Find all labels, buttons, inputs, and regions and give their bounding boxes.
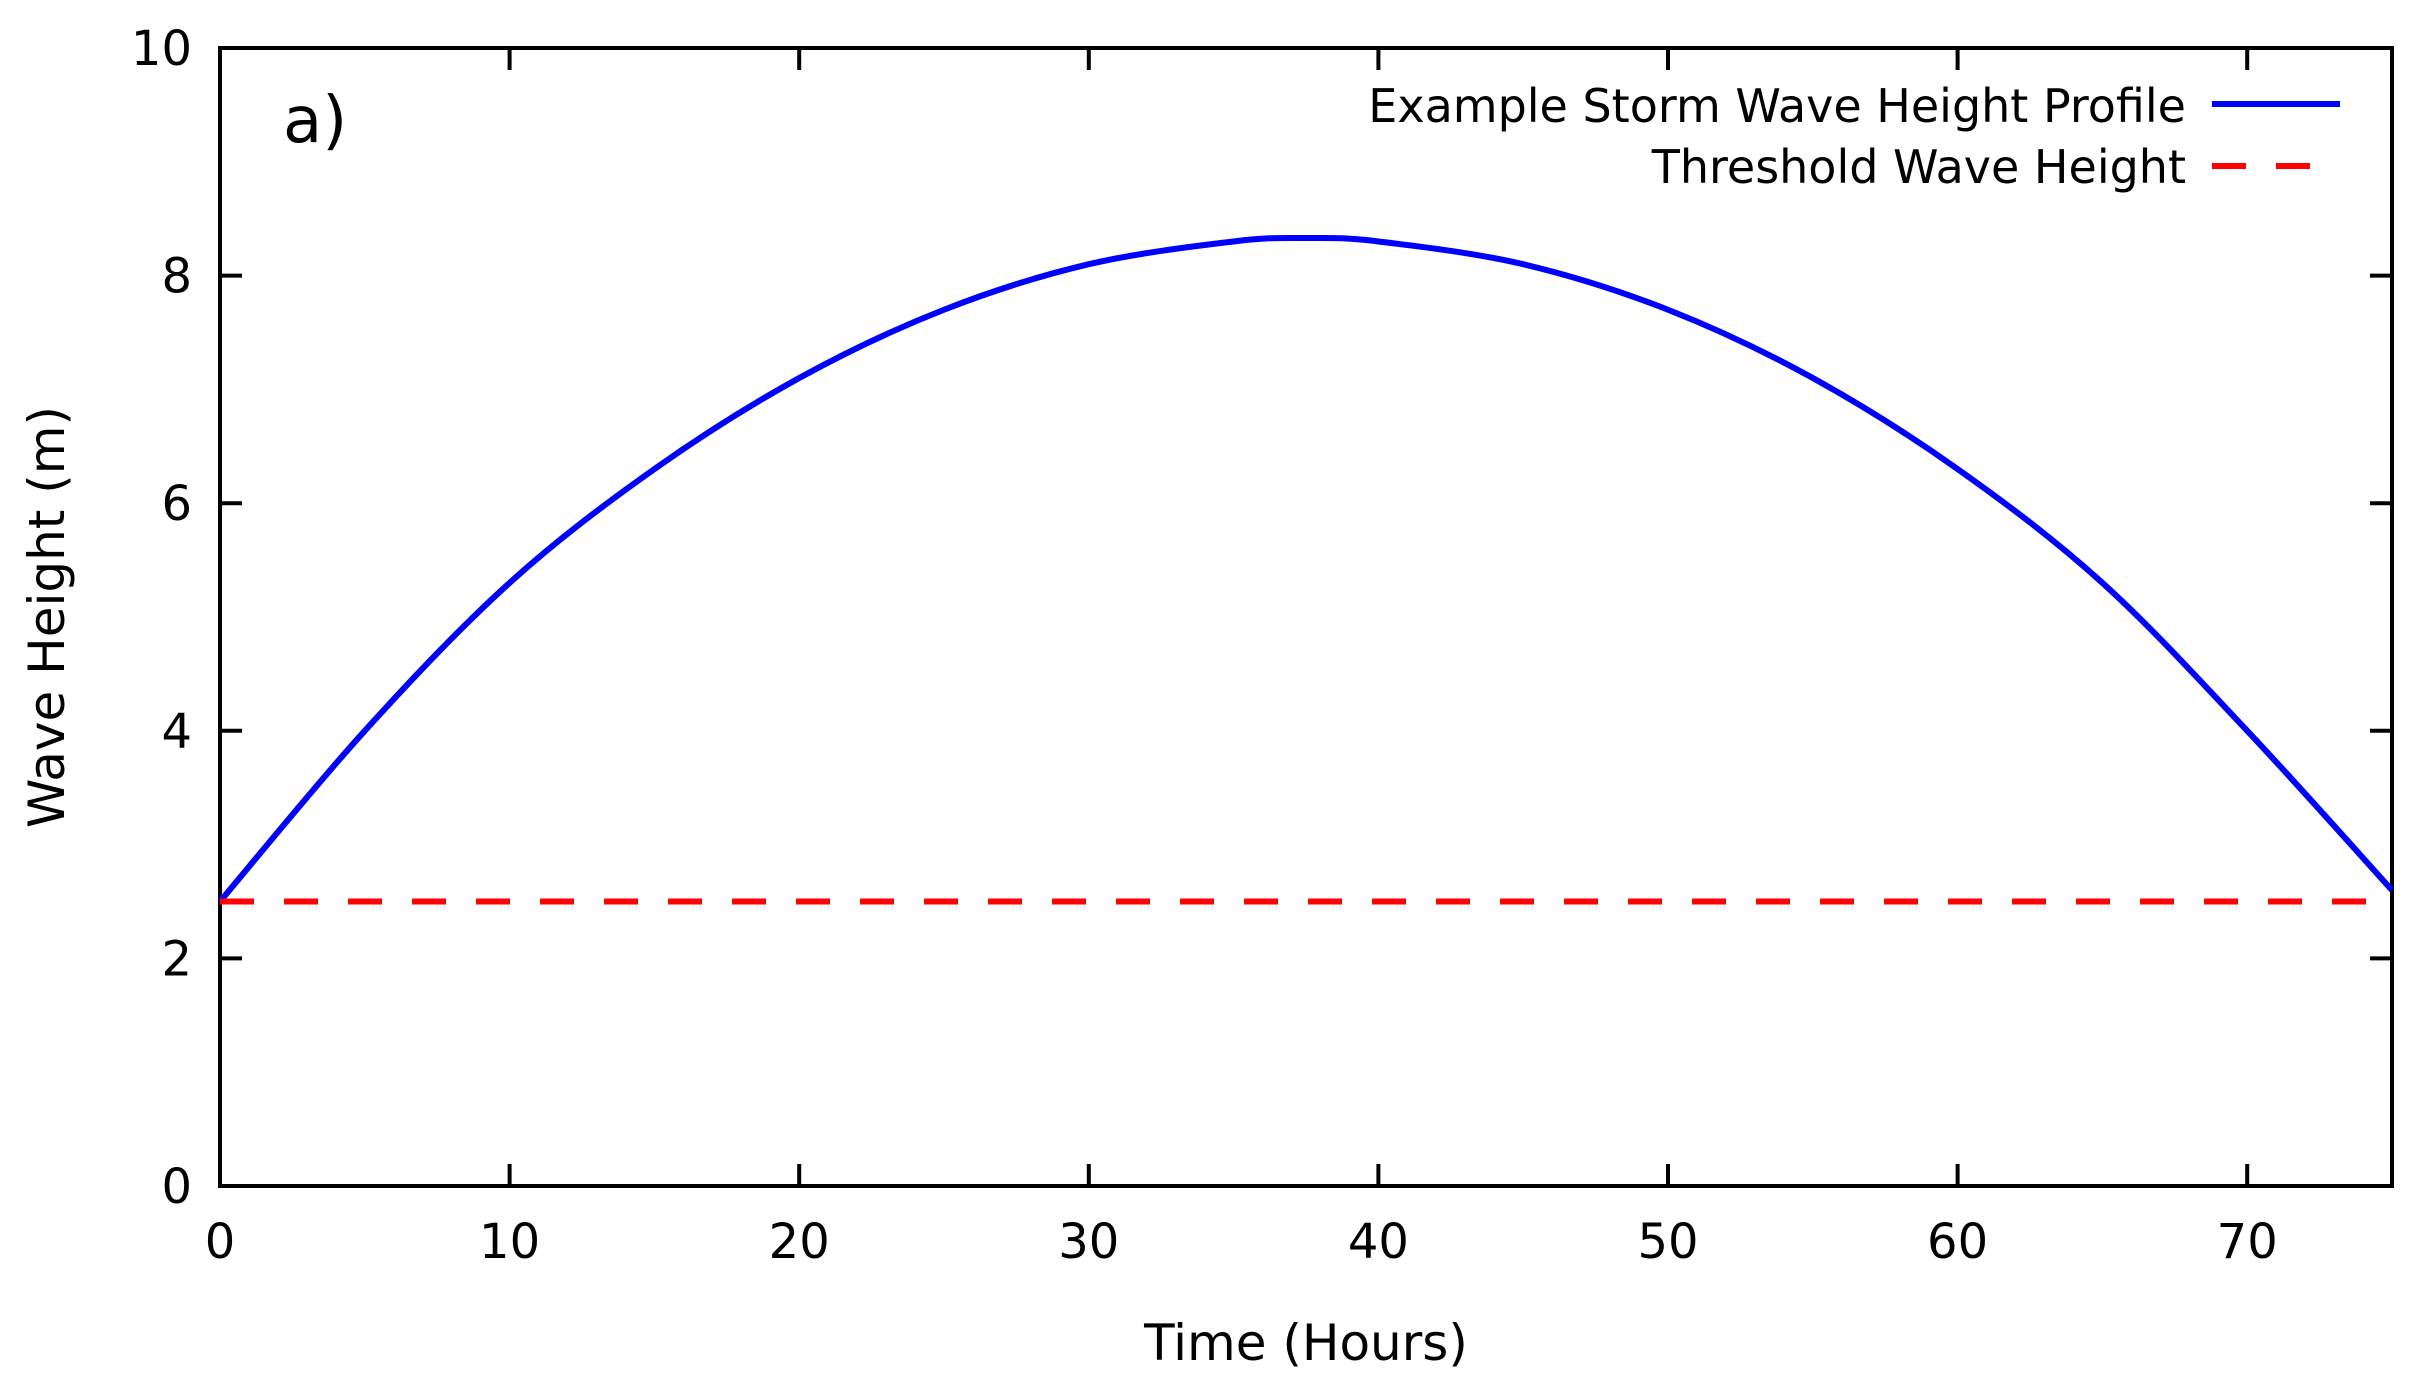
series-layer (217, 234, 2395, 905)
series-line-storm-profile (217, 234, 2395, 904)
x-tick-label-30: 30 (1058, 1214, 1119, 1270)
y-axis-title: Wave Height (m) (18, 406, 76, 828)
panel-label: a) (283, 84, 347, 158)
legend: Example Storm Wave Height Profile Thresh… (1368, 79, 2340, 194)
x-tick-label-60: 60 (1927, 1214, 1988, 1270)
x-tick-label-50: 50 (1637, 1214, 1698, 1270)
plot-frame (218, 46, 2394, 1188)
x-tick-label-20: 20 (769, 1214, 830, 1270)
y-tick-label-2: 2 (161, 931, 192, 987)
x-tick-label-40: 40 (1348, 1214, 1409, 1270)
legend-label-storm-profile: Example Storm Wave Height Profile (1368, 79, 2186, 133)
x-axis-title: Time (Hours) (1143, 1314, 1468, 1372)
x-tick-label-70: 70 (2217, 1214, 2278, 1270)
y-tick-label-6: 6 (161, 476, 192, 532)
y-tick-label-10: 10 (131, 21, 192, 77)
y-tick-label-8: 8 (161, 249, 192, 305)
x-tick-label-0: 0 (205, 1214, 236, 1270)
y-axis-tick-labels: 0 2 4 6 8 10 (131, 21, 192, 1215)
x-axis-tick-labels: 0 10 20 30 40 50 60 70 (205, 1214, 2278, 1270)
y-tick-label-0: 0 (161, 1159, 192, 1215)
x-tick-label-10: 10 (479, 1214, 540, 1270)
y-axis-ticks (220, 46, 2392, 1188)
x-axis-ticks (218, 48, 2250, 1186)
legend-label-threshold: Threshold Wave Height (1651, 140, 2186, 194)
y-tick-label-4: 4 (161, 704, 192, 760)
